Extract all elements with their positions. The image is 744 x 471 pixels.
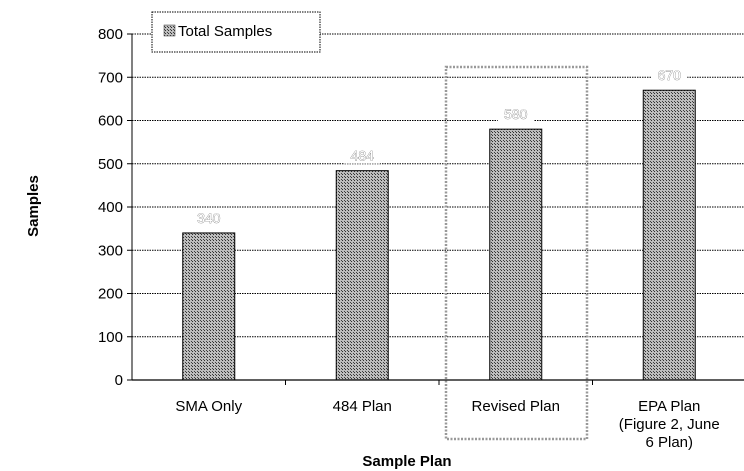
category-label: 484 Plan: [333, 398, 392, 415]
data-label: 580: [504, 106, 528, 122]
category-label: 6 Plan): [645, 434, 693, 451]
data-label-bg: [190, 207, 227, 226]
y-tick-label: 200: [98, 286, 123, 303]
y-tick-label: 800: [98, 26, 123, 43]
data-label-bg: [497, 104, 534, 123]
y-tick-label: 300: [98, 242, 123, 259]
category-label: EPA Plan: [638, 398, 700, 415]
bar: [489, 128, 543, 381]
labels: 0 100 200 300 400 500 600 700 800 340 SMA Only 484 4…: [98, 26, 720, 451]
data-label: 340: [197, 210, 221, 226]
y-tick-label: 400: [98, 199, 123, 216]
legend-label: Total Samples: [178, 23, 272, 40]
y-tick-label: 100: [98, 329, 123, 346]
axes: [127, 33, 744, 385]
bar: [335, 170, 389, 381]
bars: [182, 89, 696, 381]
y-tick-label: 0: [115, 372, 123, 389]
category-label: (Figure 2, June: [619, 416, 720, 433]
highlight-box: [444, 65, 589, 441]
category-label: Revised Plan: [472, 398, 560, 415]
gridlines: [132, 33, 744, 338]
y-tick-label: 500: [98, 156, 123, 173]
y-tick-label: 600: [98, 113, 123, 130]
y-axis-title: Samples: [25, 175, 42, 237]
y-tick-label: 700: [98, 69, 123, 86]
legend: Total Samples: [151, 11, 321, 53]
data-label-bg: [344, 145, 381, 164]
data-label-bg: [651, 65, 688, 84]
data-label: 484: [351, 148, 375, 164]
bar: [182, 232, 236, 381]
legend-swatch: [163, 24, 176, 37]
x-axis-title: Sample Plan: [362, 453, 451, 470]
bar: [642, 89, 696, 381]
legend-box: [151, 11, 321, 53]
category-label: SMA Only: [175, 398, 242, 415]
data-label: 670: [658, 67, 682, 83]
